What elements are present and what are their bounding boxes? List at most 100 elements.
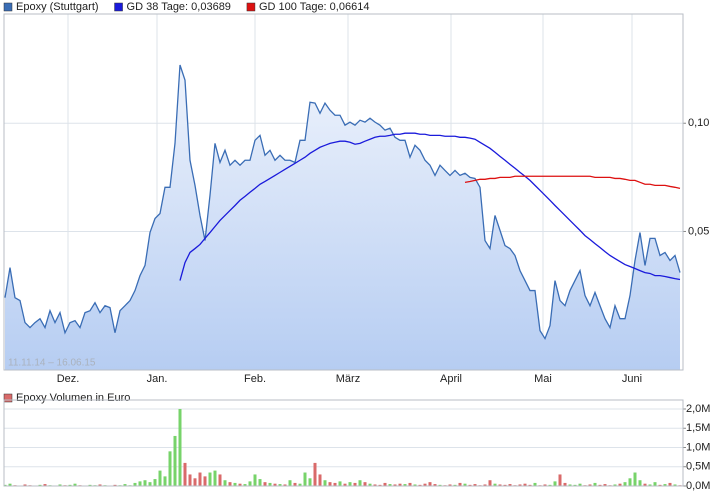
volume-bar [298,483,302,486]
x-tick-label: Feb. [244,373,266,385]
volume-bar [303,472,307,486]
legend-swatch [3,2,13,12]
volume-bar [518,484,522,486]
volume-bar [643,483,647,486]
legend-swatch [3,393,13,403]
x-tick-label: April [440,373,462,385]
volume-bar [558,474,562,486]
volume-bar [648,484,652,486]
volume-bar [628,478,632,486]
legend-swatch [114,2,123,12]
volume-bar [533,482,537,486]
volume-bar [23,484,27,486]
volume-bar [418,484,422,486]
volume-bar [603,484,607,486]
volume-bar [593,482,597,486]
volume-bar [523,483,527,486]
volume-bar [58,484,62,486]
volume-bar [388,484,392,486]
x-tick-label: Jan. [147,373,168,385]
price-area [5,65,680,370]
volume-bar [138,481,142,486]
volume-bar [223,480,227,486]
volume-bar [453,484,457,486]
volume-bar [493,483,497,486]
volume-bar [498,484,502,486]
legend-label: Epoxy Volumen in Euro [16,392,130,404]
legend-label: GD 100 Tage: 0,06614 [259,1,370,13]
x-tick-label: März [336,373,360,385]
volume-bar [548,484,552,486]
volume-bar [263,482,267,486]
volume-bar [338,481,342,486]
volume-bar [553,481,557,486]
volume-bar [463,483,467,486]
volume-bar [143,480,147,486]
volume-bar [88,484,92,486]
volume-bar [428,482,432,486]
volume-bar [273,483,277,486]
y-tick-label: 0,05 [688,225,709,237]
volume-bar [133,482,137,486]
volume-bar [668,482,672,486]
volume-bar [208,472,212,486]
volume-bar [578,483,582,486]
volume-bar [588,484,592,486]
volume-bar [178,409,182,486]
plot-frame [3,399,684,487]
volume-bar [563,482,567,486]
volume-bar [413,484,417,486]
volume-bar [238,483,242,486]
y-tick-label: 1,5M [686,422,710,434]
volume-bar [248,481,252,486]
volume-bar [373,484,377,486]
volume-bar [378,484,382,486]
volume-bar [353,482,357,486]
volume-bar [658,484,662,486]
y-tick-label: 2,0M [686,403,710,415]
series-line [179,132,681,281]
volume-bar [168,451,172,486]
volume-bar [573,484,577,486]
y-tick-label: 0,10 [688,117,709,129]
volume-bar [433,484,437,486]
volume-bar [3,484,7,486]
volume-bar [528,484,532,486]
volume-bar [68,484,72,486]
volume-bar [613,484,617,486]
volume-bar [308,478,312,486]
volume-bar [258,479,262,486]
volume-bar [228,482,232,486]
y-tick-label: 0,0M [686,480,710,492]
volume-bar [343,483,347,486]
volume-bar [313,462,317,486]
volume-bar [163,476,167,486]
legend-label: Epoxy (Stuttgart) [16,1,99,13]
volume-bar [598,484,602,486]
volume-bar [503,484,507,486]
volume-bar [213,470,217,486]
volume-bar [113,484,117,486]
x-tick-label: Dez. [57,373,80,385]
volume-bar [98,484,102,486]
legend-swatch [246,2,256,12]
y-tick-label: 1,0M [686,441,710,453]
volume-bar [278,484,282,486]
volume-bar [383,482,387,486]
volume-bar [438,484,442,486]
volume-bar [203,476,207,486]
x-tick-label: Mai [534,373,552,385]
volume-bar [408,482,412,486]
volume-bar [188,474,192,486]
series-line [464,175,681,190]
volume-bar [323,480,327,486]
plot-border [3,399,684,487]
volume-bar [293,482,297,486]
volume-bar [508,484,512,486]
volume-bar [8,483,12,486]
volume-bar [393,484,397,486]
volume-bar [173,435,177,486]
volume-bar [73,483,77,486]
volume-bar [368,483,372,486]
volume-bar [153,479,157,486]
